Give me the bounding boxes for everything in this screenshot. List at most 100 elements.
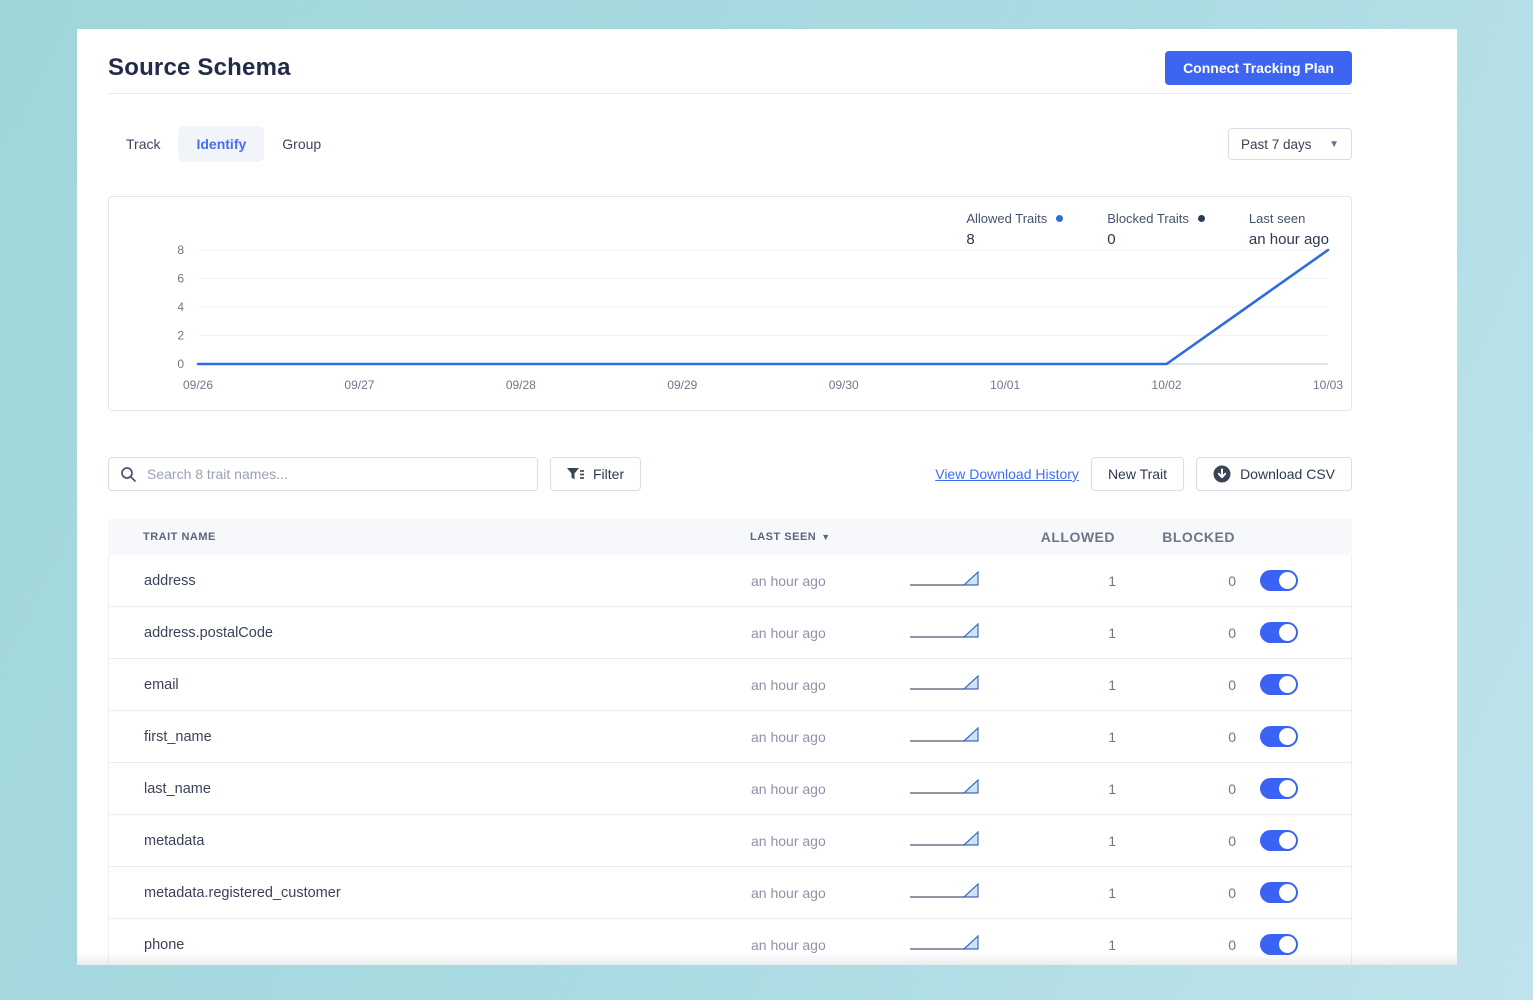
- trait-name: metadata: [109, 833, 751, 849]
- trait-allowed-count: 1: [1031, 625, 1116, 641]
- trait-enabled-toggle[interactable]: [1260, 934, 1298, 955]
- trait-name: last_name: [109, 781, 751, 797]
- trait-blocked-count: 0: [1116, 833, 1236, 849]
- legend-blocked-value: 0: [1107, 231, 1205, 248]
- sort-desc-icon: ▼: [821, 532, 830, 542]
- trait-name: email: [109, 677, 751, 693]
- legend-blocked: Blocked Traits 0: [1107, 211, 1205, 248]
- svg-text:10/01: 10/01: [990, 378, 1020, 392]
- column-header-trait-name[interactable]: TRAIT NAME: [108, 531, 750, 543]
- trait-sparkline: [906, 775, 986, 797]
- toggle-knob: [1279, 832, 1296, 849]
- trait-last-seen: an hour ago: [751, 781, 901, 797]
- chevron-down-icon: ▼: [1329, 139, 1339, 150]
- table-row[interactable]: metadata.registered_customeran hour ago 1…: [109, 867, 1351, 919]
- trait-blocked-count: 0: [1116, 625, 1236, 641]
- legend-last-seen: Last seen an hour ago: [1249, 211, 1329, 248]
- filter-button[interactable]: Filter: [550, 457, 641, 491]
- table-header: TRAIT NAME LAST SEEN ▼ ALLOWED BLOCKED: [108, 519, 1352, 555]
- trait-sparkline: [906, 827, 986, 849]
- trait-allowed-count: 1: [1031, 781, 1116, 797]
- legend-allowed: Allowed Traits 8: [966, 211, 1063, 248]
- tab-identify[interactable]: Identify: [178, 126, 264, 162]
- svg-text:09/30: 09/30: [829, 378, 859, 392]
- trait-enabled-toggle[interactable]: [1260, 570, 1298, 591]
- trait-allowed-count: 1: [1031, 885, 1116, 901]
- trait-allowed-count: 1: [1031, 677, 1116, 693]
- table-row[interactable]: last_namean hour ago 10: [109, 763, 1351, 815]
- trait-name: metadata.registered_customer: [109, 885, 751, 901]
- legend-last-seen-label: Last seen: [1249, 211, 1305, 226]
- table-row[interactable]: addressan hour ago10: [109, 555, 1351, 607]
- trait-last-seen: an hour ago: [751, 833, 901, 849]
- trait-sparkline: [906, 567, 986, 589]
- trait-last-seen: an hour ago: [751, 677, 901, 693]
- table-row[interactable]: metadataan hour ago 10: [109, 815, 1351, 867]
- svg-text:10/02: 10/02: [1152, 378, 1182, 392]
- source-schema-card: Source Schema Connect Tracking Plan Trac…: [77, 29, 1457, 965]
- svg-text:09/26: 09/26: [183, 378, 213, 392]
- trait-allowed-count: 1: [1031, 833, 1116, 849]
- toggle-knob: [1279, 936, 1296, 953]
- search-icon: [120, 466, 137, 483]
- allowed-dot-icon: [1056, 215, 1063, 222]
- column-header-allowed[interactable]: ALLOWED: [1030, 529, 1115, 545]
- trait-blocked-count: 0: [1116, 781, 1236, 797]
- trait-last-seen: an hour ago: [751, 885, 901, 901]
- date-range-select[interactable]: Past 7 days ▼: [1228, 128, 1352, 160]
- trait-sparkline: [906, 879, 986, 901]
- trait-last-seen: an hour ago: [751, 937, 901, 953]
- trait-sparkline: [906, 619, 986, 641]
- download-csv-button[interactable]: Download CSV: [1196, 457, 1352, 491]
- column-header-last-seen[interactable]: LAST SEEN ▼: [750, 531, 900, 543]
- trait-name: address.postalCode: [109, 625, 751, 641]
- filter-icon: [567, 468, 584, 481]
- table-row[interactable]: phonean hour ago10: [109, 919, 1351, 965]
- trait-sparkline: [906, 931, 986, 953]
- table-row[interactable]: address.postalCodean hour ago10: [109, 607, 1351, 659]
- new-trait-button[interactable]: New Trait: [1091, 457, 1184, 491]
- connect-tracking-plan-button[interactable]: Connect Tracking Plan: [1165, 51, 1352, 85]
- trait-enabled-toggle[interactable]: [1260, 882, 1298, 903]
- trait-enabled-toggle[interactable]: [1260, 674, 1298, 695]
- trait-blocked-count: 0: [1116, 937, 1236, 953]
- table-row[interactable]: first_namean hour ago10: [109, 711, 1351, 763]
- trait-enabled-toggle[interactable]: [1260, 622, 1298, 643]
- new-trait-button-label: New Trait: [1108, 466, 1167, 482]
- svg-text:09/28: 09/28: [506, 378, 536, 392]
- traits-table: TRAIT NAME LAST SEEN ▼ ALLOWED BLOCKED a…: [108, 519, 1352, 965]
- trait-blocked-count: 0: [1116, 573, 1236, 589]
- toggle-knob: [1279, 780, 1296, 797]
- svg-text:6: 6: [177, 272, 184, 286]
- download-csv-button-label: Download CSV: [1240, 466, 1335, 482]
- tab-group[interactable]: Group: [264, 126, 339, 162]
- svg-text:09/29: 09/29: [667, 378, 697, 392]
- trait-sparkline: [906, 723, 986, 745]
- filter-button-label: Filter: [593, 466, 624, 482]
- legend-last-seen-value: an hour ago: [1249, 231, 1329, 248]
- trait-enabled-toggle[interactable]: [1260, 778, 1298, 799]
- trait-allowed-count: 1: [1031, 573, 1116, 589]
- tab-track[interactable]: Track: [108, 126, 178, 162]
- column-header-blocked[interactable]: BLOCKED: [1115, 529, 1235, 545]
- trait-allowed-count: 1: [1031, 937, 1116, 953]
- blocked-dot-icon: [1198, 215, 1205, 222]
- search-input[interactable]: [108, 457, 538, 491]
- toggle-knob: [1279, 572, 1296, 589]
- title-divider: [108, 93, 1352, 94]
- svg-text:4: 4: [177, 300, 184, 314]
- date-range-value: Past 7 days: [1241, 137, 1312, 152]
- svg-text:2: 2: [177, 329, 184, 343]
- legend-allowed-label: Allowed Traits: [966, 211, 1047, 226]
- trait-last-seen: an hour ago: [751, 729, 901, 745]
- view-download-history-link[interactable]: View Download History: [935, 466, 1079, 482]
- trait-enabled-toggle[interactable]: [1260, 726, 1298, 747]
- trait-enabled-toggle[interactable]: [1260, 830, 1298, 851]
- trait-blocked-count: 0: [1116, 729, 1236, 745]
- legend-blocked-label: Blocked Traits: [1107, 211, 1189, 226]
- trait-blocked-count: 0: [1116, 885, 1236, 901]
- trait-blocked-count: 0: [1116, 677, 1236, 693]
- trait-name: first_name: [109, 729, 751, 745]
- table-row[interactable]: emailan hour ago 10: [109, 659, 1351, 711]
- svg-text:10/03: 10/03: [1313, 378, 1343, 392]
